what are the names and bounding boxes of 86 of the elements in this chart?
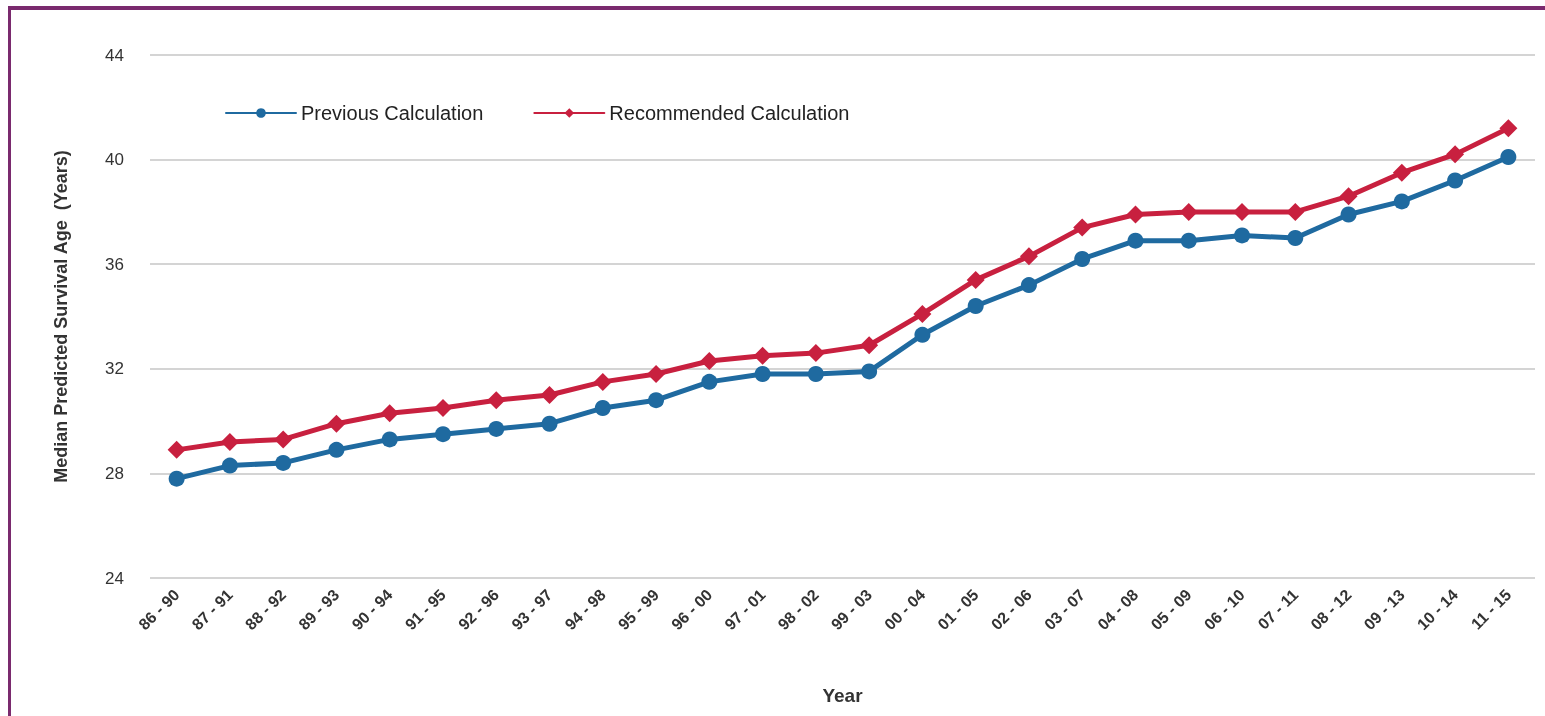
- point: [274, 430, 293, 449]
- point: [861, 363, 878, 380]
- x-tick-label: 97 - 01: [721, 585, 769, 634]
- point: [753, 346, 772, 365]
- x-tick-label: 04 - 08: [1094, 585, 1142, 634]
- y-tick-label: 36: [105, 254, 124, 274]
- x-tick-label: 91 - 95: [401, 585, 450, 634]
- point: [914, 326, 931, 343]
- x-tick-label: 02 - 06: [987, 585, 1036, 634]
- x-tick-label: 94 - 98: [561, 585, 609, 634]
- point: [540, 385, 559, 404]
- point: [1126, 205, 1145, 224]
- point: [593, 372, 612, 391]
- x-tick-label: 09 - 13: [1360, 585, 1408, 634]
- point: [541, 415, 558, 432]
- x-tick-label: 08 - 12: [1307, 585, 1355, 634]
- x-tick-label: 07 - 11: [1254, 585, 1302, 633]
- point: [488, 420, 505, 437]
- x-tick-label: 00 - 04: [881, 585, 929, 634]
- point: [380, 404, 399, 423]
- point: [967, 298, 984, 315]
- point: [1340, 206, 1357, 223]
- x-tick-label: 87 - 91: [188, 585, 236, 634]
- y-tick-label: 44: [105, 45, 124, 65]
- x-tick-label: 10 - 14: [1413, 585, 1462, 634]
- x-tick-label: 90 - 94: [348, 585, 396, 634]
- point: [1234, 227, 1251, 244]
- point: [1392, 163, 1411, 182]
- point: [1019, 247, 1038, 266]
- y-tick-label: 40: [105, 150, 124, 170]
- point: [435, 426, 451, 443]
- x-axis-title: Year: [822, 685, 864, 706]
- point: [433, 399, 452, 418]
- x-tick-label: 99 - 03: [827, 585, 876, 634]
- legend-label: Recommended Calculation: [609, 102, 850, 124]
- point: [1446, 145, 1465, 164]
- point: [168, 470, 185, 487]
- x-tick-label: 92 - 96: [455, 585, 503, 634]
- x-tick-label: 05 - 09: [1147, 585, 1195, 634]
- point: [381, 431, 398, 448]
- point: [700, 351, 719, 370]
- y-tick-label: 24: [105, 568, 124, 588]
- point: [647, 365, 666, 384]
- point: [487, 391, 506, 410]
- point: [1127, 232, 1144, 249]
- point: [167, 440, 186, 459]
- point: [1180, 232, 1197, 249]
- point: [1179, 202, 1198, 221]
- point: [1499, 119, 1518, 138]
- x-tick-label: 11 - 15: [1467, 585, 1515, 633]
- point: [1074, 250, 1091, 267]
- y-axis-title: Median Predicted Survival Age (Years): [51, 150, 71, 483]
- point: [913, 304, 932, 323]
- x-tick-label: 86 - 90: [135, 585, 183, 634]
- point: [1073, 218, 1092, 237]
- y-tick-label: 32: [105, 359, 124, 379]
- point: [221, 457, 238, 474]
- point: [1447, 172, 1464, 189]
- point: [275, 454, 292, 471]
- point: [1500, 148, 1517, 165]
- point: [966, 270, 985, 289]
- point: [1286, 202, 1305, 221]
- point: [1287, 230, 1304, 247]
- legend-label: Previous Calculation: [301, 102, 484, 124]
- point: [328, 441, 345, 458]
- point: [220, 433, 239, 452]
- x-tick-label: 93 - 97: [508, 585, 556, 634]
- point: [648, 392, 665, 409]
- point: [327, 414, 346, 433]
- point: [1339, 187, 1358, 206]
- x-tick-label: 01 - 05: [934, 585, 982, 634]
- point: [594, 400, 611, 417]
- x-tick-label: 03 - 07: [1041, 585, 1089, 634]
- x-tick-label: 95 - 99: [614, 585, 663, 634]
- x-tick-label: 06 - 10: [1200, 585, 1249, 634]
- x-tick-label: 88 - 92: [241, 585, 290, 634]
- y-tick-label: 28: [105, 463, 124, 483]
- point: [860, 336, 879, 355]
- point: [1020, 277, 1037, 294]
- point: [701, 373, 718, 390]
- point: [754, 366, 771, 383]
- point: [1393, 193, 1410, 210]
- point: [807, 366, 824, 383]
- x-tick-label: 96 - 00: [668, 585, 716, 634]
- x-tick-label: 98 - 02: [774, 585, 822, 634]
- x-tick-label: 89 - 93: [295, 585, 343, 634]
